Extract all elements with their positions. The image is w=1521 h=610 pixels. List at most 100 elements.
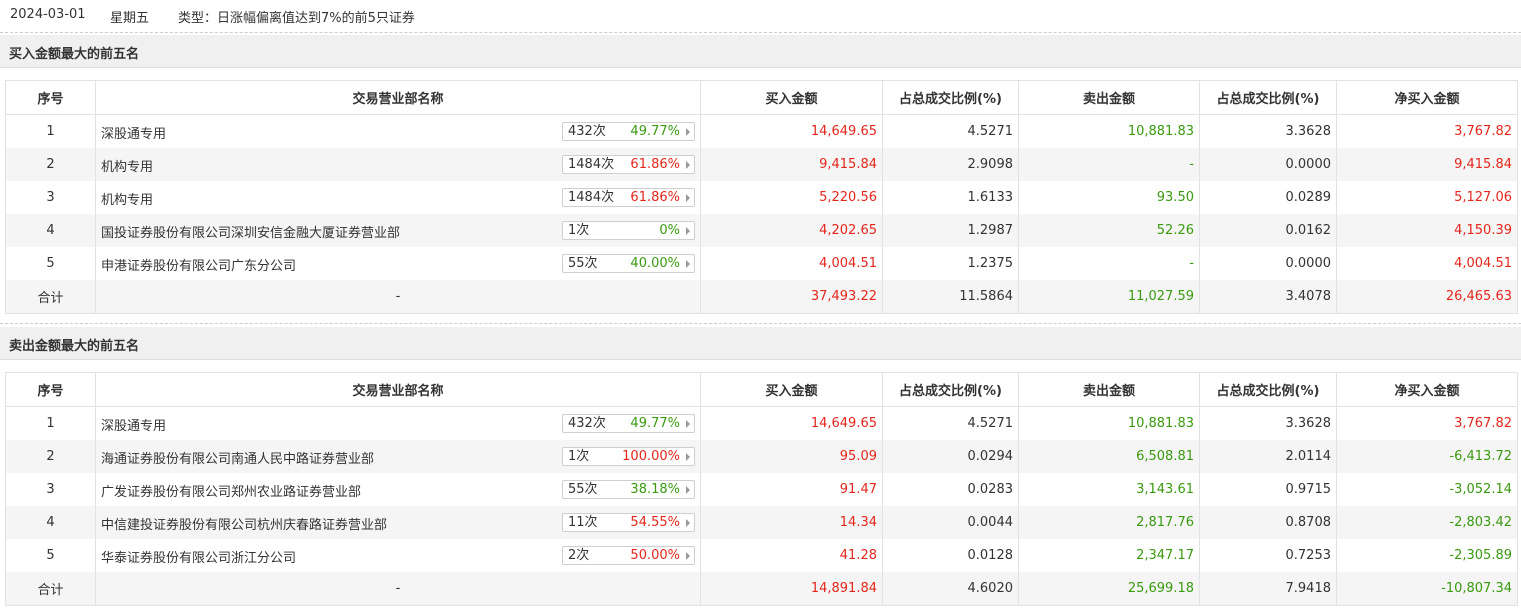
rank-cell: 2 — [5, 148, 96, 181]
sell-ratio-cell: 0.0000 — [1199, 247, 1337, 280]
branch-stats-badge[interactable]: 1次 0% — [562, 221, 695, 240]
branch-stats-badge[interactable]: 55次 38.18% — [562, 480, 695, 499]
total-label-cell: 合计 — [5, 572, 96, 606]
col-header-buy-amount: 买入金额 — [700, 372, 883, 407]
sell-ratio-cell: 3.3628 — [1199, 114, 1337, 148]
table-row[interactable]: 2 机构专用 1484次 61.86% 9,415.84 2.9098-0.0000 9,4… — [5, 148, 1518, 181]
branch-cell[interactable]: 中信建投证券股份有限公司杭州庆春路证券营业部 11次 54.55% — [95, 506, 701, 539]
branch-stats-badge[interactable]: 55次 40.00% — [562, 254, 695, 273]
rank-cell: 1 — [5, 114, 96, 148]
branch-stats-badge[interactable]: 11次 54.55% — [562, 513, 695, 532]
buy-amount-cell: 95.09 — [700, 440, 883, 473]
branch-cell[interactable]: 深股通专用 432次 49.77% — [95, 406, 701, 440]
buy-ratio-cell: 0.0294 — [882, 440, 1019, 473]
branch-stats-badge[interactable]: 432次 49.77% — [562, 122, 695, 141]
branch-cell[interactable]: 机构专用 1484次 61.86% — [95, 148, 701, 181]
total-buy-cell: 37,493.22 — [700, 280, 883, 314]
rank-cell: 3 — [5, 181, 96, 214]
total-row: 合计 -37,493.22 11.5864 11,027.59 3.4078 26,465… — [5, 280, 1518, 314]
buy-amount-cell: 4,202.65 — [700, 214, 883, 247]
col-header-buy-ratio: 占总成交比例(%) — [882, 372, 1019, 407]
col-header-net-buy: 净买入金额 — [1336, 372, 1518, 407]
buy-ratio-cell: 1.2375 — [882, 247, 1019, 280]
col-header-no: 序号 — [5, 80, 96, 115]
caret-right-icon — [686, 227, 690, 235]
branch-stats-badge[interactable]: 432次 49.77% — [562, 414, 695, 433]
branch-name-link[interactable]: 机构专用 — [101, 193, 154, 208]
branch-name-link[interactable]: 深股通专用 — [101, 127, 167, 142]
net-buy-cell: -2,305.89 — [1336, 539, 1518, 572]
caret-right-icon — [686, 194, 690, 202]
rank-cell: 5 — [5, 247, 96, 280]
branch-name-link[interactable]: 深股通专用 — [101, 419, 167, 434]
branch-name-link[interactable]: 中信建投证券股份有限公司杭州庆春路证券营业部 — [101, 518, 388, 533]
net-buy-cell: 4,150.39 — [1336, 214, 1518, 247]
branch-name-link[interactable]: 申港证券股份有限公司广东分公司 — [101, 259, 297, 274]
total-buy-cell: 14,891.84 — [700, 572, 883, 606]
buy-amount-cell: 91.47 — [700, 473, 883, 506]
branch-stats-badge[interactable]: 1484次 61.86% — [562, 155, 695, 174]
branch-cell[interactable]: 海通证券股份有限公司南通人民中路证券营业部 1次 100.00% — [95, 440, 701, 473]
listing-count: 1次 — [568, 223, 590, 238]
branch-name-link[interactable]: 国投证券股份有限公司深圳安信金融大厦证券营业部 — [101, 226, 401, 241]
buy-ratio-cell: 0.0128 — [882, 539, 1019, 572]
table-row[interactable]: 3 广发证券股份有限公司郑州农业路证券营业部 55次 38.18% 91.47 0.028… — [5, 473, 1518, 506]
section-title: 买入金额最大的前五名 — [9, 47, 140, 62]
net-buy-cell: 3,767.82 — [1336, 406, 1518, 440]
caret-right-icon — [686, 519, 690, 527]
listing-count: 432次 — [568, 124, 606, 139]
branch-name-link[interactable]: 华泰证券股份有限公司浙江分公司 — [101, 551, 297, 566]
branch-stats-badge[interactable]: 1484次 61.86% — [562, 188, 695, 207]
section-header-sell-top5: 卖出金额最大的前五名 — [0, 327, 1521, 360]
total-buy-ratio-cell: 4.6020 — [882, 572, 1019, 606]
net-buy-cell: 3,767.82 — [1336, 114, 1518, 148]
branch-cell[interactable]: 国投证券股份有限公司深圳安信金融大厦证券营业部 1次 0% — [95, 214, 701, 247]
table-row[interactable]: 1 深股通专用 432次 49.77% 14,649.65 4.5271 10,881.83… — [5, 406, 1518, 440]
branch-cell[interactable]: 申港证券股份有限公司广东分公司 55次 40.00% — [95, 247, 701, 280]
branch-name-link[interactable]: 广发证券股份有限公司郑州农业路证券营业部 — [101, 485, 362, 500]
branch-stats-badge[interactable]: 2次 50.00% — [562, 546, 695, 565]
buy-amount-cell: 14,649.65 — [700, 114, 883, 148]
branch-cell[interactable]: 深股通专用 432次 49.77% — [95, 114, 701, 148]
table-row[interactable]: 1 深股通专用 432次 49.77% 14,649.65 4.5271 10,881.83… — [5, 114, 1518, 148]
net-buy-cell: 9,415.84 — [1336, 148, 1518, 181]
sell-amount-cell: 3,143.61 — [1018, 473, 1200, 506]
sell-ratio-cell: 3.3628 — [1199, 406, 1337, 440]
win-rate: 0% — [659, 223, 680, 238]
divider — [0, 32, 1521, 33]
net-buy-cell: -3,052.14 — [1336, 473, 1518, 506]
sell-amount-cell: 2,347.17 — [1018, 539, 1200, 572]
branch-cell[interactable]: 华泰证券股份有限公司浙江分公司 2次 50.00% — [95, 539, 701, 572]
table-row[interactable]: 4 国投证券股份有限公司深圳安信金融大厦证券营业部 1次 0% 4,202.65 1.29… — [5, 214, 1518, 247]
caret-right-icon — [686, 552, 690, 560]
listing-count: 1次 — [568, 449, 590, 464]
table-row[interactable]: 3 机构专用 1484次 61.86% 5,220.56 1.6133 93.50 0.028… — [5, 181, 1518, 214]
branch-stats-badge[interactable]: 1次 100.00% — [562, 447, 695, 466]
table-row[interactable]: 5 申港证券股份有限公司广东分公司 55次 40.00% 4,004.51 1.2375-… — [5, 247, 1518, 280]
net-buy-cell: 5,127.06 — [1336, 181, 1518, 214]
sell-amount-cell: 52.26 — [1018, 214, 1200, 247]
col-header-net-buy: 净买入金额 — [1336, 80, 1518, 115]
table-header-row: 序号 交易营业部名称 买入金额 占总成交比例(%) 卖出金额 占总成交比例(%) 净买入金额 — [5, 80, 1518, 115]
win-rate: 54.55% — [630, 515, 680, 530]
col-header-buy-amount: 买入金额 — [700, 80, 883, 115]
table-row[interactable]: 2 海通证券股份有限公司南通人民中路证券营业部 1次 100.00% 95.09 0.02… — [5, 440, 1518, 473]
buy-ratio-cell: 1.6133 — [882, 181, 1019, 214]
listing-count: 55次 — [568, 256, 598, 271]
net-buy-cell: 4,004.51 — [1336, 247, 1518, 280]
branch-name-link[interactable]: 海通证券股份有限公司南通人民中路证券营业部 — [101, 452, 375, 467]
sell-amount-cell: 6,508.81 — [1018, 440, 1200, 473]
table-row[interactable]: 5 华泰证券股份有限公司浙江分公司 2次 50.00% 41.28 0.0128 2,347… — [5, 539, 1518, 572]
table-row[interactable]: 4 中信建投证券股份有限公司杭州庆春路证券营业部 11次 54.55% 14.34 0.0… — [5, 506, 1518, 539]
listing-count: 1484次 — [568, 190, 615, 205]
branch-cell[interactable]: 机构专用 1484次 61.86% — [95, 181, 701, 214]
branch-name-link[interactable]: 机构专用 — [101, 160, 154, 175]
sell-ratio-cell: 0.7253 — [1199, 539, 1337, 572]
divider — [0, 323, 1521, 324]
win-rate: 61.86% — [630, 190, 680, 205]
sell-amount-cell: - — [1018, 247, 1200, 280]
sell-amount-cell: - — [1018, 148, 1200, 181]
branch-cell[interactable]: 广发证券股份有限公司郑州农业路证券营业部 55次 38.18% — [95, 473, 701, 506]
buy-amount-cell: 14,649.65 — [700, 406, 883, 440]
rank-cell: 1 — [5, 406, 96, 440]
